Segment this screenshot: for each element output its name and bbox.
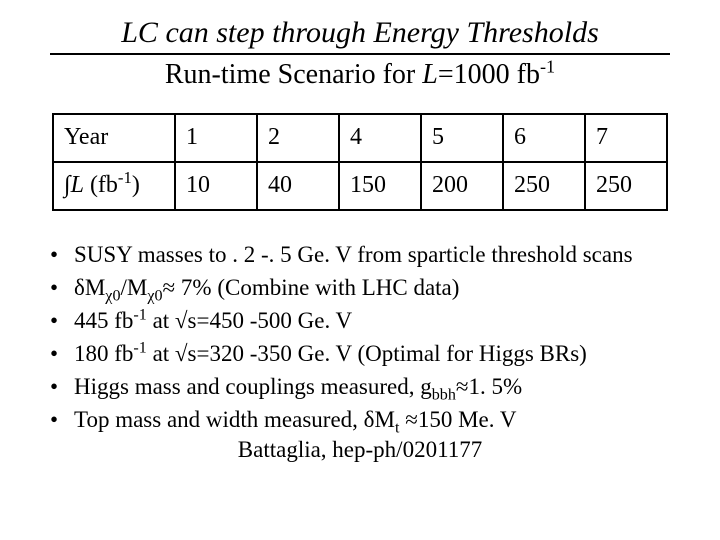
luminosity-cell: 150 (339, 162, 421, 210)
bullet2-sub2: χ0 (147, 287, 162, 304)
year-header: Year (53, 114, 175, 162)
bullet3-a: 445 fb (74, 308, 133, 333)
luminosity-unit: (fb (84, 172, 118, 198)
bullet4-exp: -1 (133, 339, 146, 356)
list-item: 445 fb-1 at √s=450 -500 Ge. V (46, 305, 680, 336)
bullet2-c: ≈ 7% (Combine with LHC data) (163, 275, 460, 300)
table-row: ∫L (fb-1) 10 40 150 200 250 250 (53, 162, 667, 210)
bullet3-exp: -1 (133, 306, 146, 323)
reference-line: Battaglia, hep-ph/0201177 (40, 437, 680, 463)
table-row: Year 1 2 4 5 6 7 (53, 114, 667, 162)
bullet5-a: Higgs mass and couplings measured, g (74, 374, 432, 399)
year-cell: 2 (257, 114, 339, 162)
list-item: Higgs mass and couplings measured, gbbh≈… (46, 371, 680, 402)
subtitle-exp: -1 (540, 56, 555, 76)
year-cell: 6 (503, 114, 585, 162)
luminosity-L: L (71, 172, 84, 198)
luminosity-cell: 200 (421, 162, 503, 210)
year-cell: 1 (175, 114, 257, 162)
luminosity-cell: 250 (585, 162, 667, 210)
luminosity-exp: -1 (118, 168, 132, 187)
luminosity-table: Year 1 2 4 5 6 7 ∫L (fb-1) 10 40 150 200… (52, 113, 668, 211)
bullet2-sub1: χ0 (105, 287, 120, 304)
bullet-list: SUSY masses to . 2 -. 5 Ge. V from spart… (40, 239, 680, 435)
integral-symbol: ∫ (64, 172, 71, 198)
luminosity-cell: 250 (503, 162, 585, 210)
list-item: 180 fb-1 at √s=320 -350 Ge. V (Optimal f… (46, 338, 680, 369)
bullet6-a: Top mass and width measured, δM (74, 407, 395, 432)
bullet3-b: at √s=450 -500 Ge. V (147, 308, 352, 333)
luminosity-cell: 10 (175, 162, 257, 210)
bullet4-b: at √s=320 -350 Ge. V (Optimal for Higgs … (147, 341, 587, 366)
luminosity-header: ∫L (fb-1) (53, 162, 175, 210)
list-item: δMχ0/Mχ0≈ 7% (Combine with LHC data) (46, 272, 680, 303)
year-cell: 7 (585, 114, 667, 162)
luminosity-close: ) (132, 172, 140, 198)
slide-subtitle: Run-time Scenario for L=1000 fb-1 (40, 59, 680, 91)
bullet2-a: δM (74, 275, 105, 300)
luminosity-cell: 40 (257, 162, 339, 210)
subtitle-L: L (422, 59, 438, 90)
bullet5-sub: bbh (432, 386, 456, 403)
bullet5-b: ≈1. 5% (456, 374, 522, 399)
bullet2-b: /M (121, 275, 148, 300)
bullet4-a: 180 fb (74, 341, 133, 366)
year-cell: 5 (421, 114, 503, 162)
subtitle-prefix: Run-time Scenario for (165, 59, 422, 90)
bullet6-b: ≈150 Me. V (399, 407, 516, 432)
subtitle-eq: =1000 fb (438, 59, 540, 90)
list-item: SUSY masses to . 2 -. 5 Ge. V from spart… (46, 239, 680, 270)
slide-title: LC can step through Energy Thresholds (40, 16, 680, 51)
title-underline (50, 53, 670, 55)
list-item: Top mass and width measured, δMt ≈150 Me… (46, 404, 680, 435)
year-cell: 4 (339, 114, 421, 162)
